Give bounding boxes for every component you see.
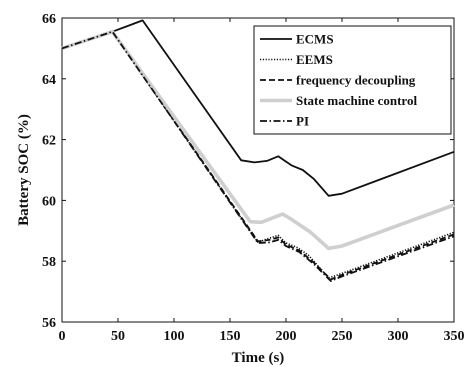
legend-label-3: State machine control (296, 93, 417, 108)
plot-frame (61, 17, 455, 323)
x-tick-label: 100 (164, 329, 185, 344)
series-line-0 (61, 19, 455, 197)
legend: ECMS EEMS frequency decoupling State machin… (253, 25, 452, 135)
y-tick-label: 66 (42, 12, 56, 27)
plot-area: 0 50 100 150 200 250 300 350 56 58 60 62 64 66 (42, 12, 465, 344)
x-axis-title: Time (s) (232, 350, 285, 366)
x-tick-label: 300 (388, 329, 409, 344)
legend-box (253, 25, 452, 135)
y-tick-label: 60 (42, 194, 56, 209)
legend-label-2: frequency decoupling (296, 73, 416, 88)
series-line-3 (61, 29, 455, 251)
x-tick-label: 350 (444, 329, 465, 344)
legend-label-1: EEMS (296, 52, 333, 67)
y-tick-label: 62 (42, 134, 56, 149)
x-tick-label: 200 (276, 329, 297, 344)
series-line-4 (61, 30, 455, 282)
y-tick-label: 64 (42, 73, 56, 88)
x-tick-label: 250 (332, 329, 353, 344)
x-tick-label: 50 (111, 329, 125, 344)
x-tick-label: 0 (59, 329, 66, 344)
y-tick-label: 56 (42, 316, 56, 331)
y-tick-label: 58 (42, 255, 56, 270)
series-line-2 (61, 30, 455, 281)
legend-label-0: ECMS (296, 32, 334, 47)
y-axis-title: Battery SOC (%) (16, 114, 32, 226)
x-tick-label: 150 (220, 329, 241, 344)
legend-label-4: PI (296, 114, 309, 129)
